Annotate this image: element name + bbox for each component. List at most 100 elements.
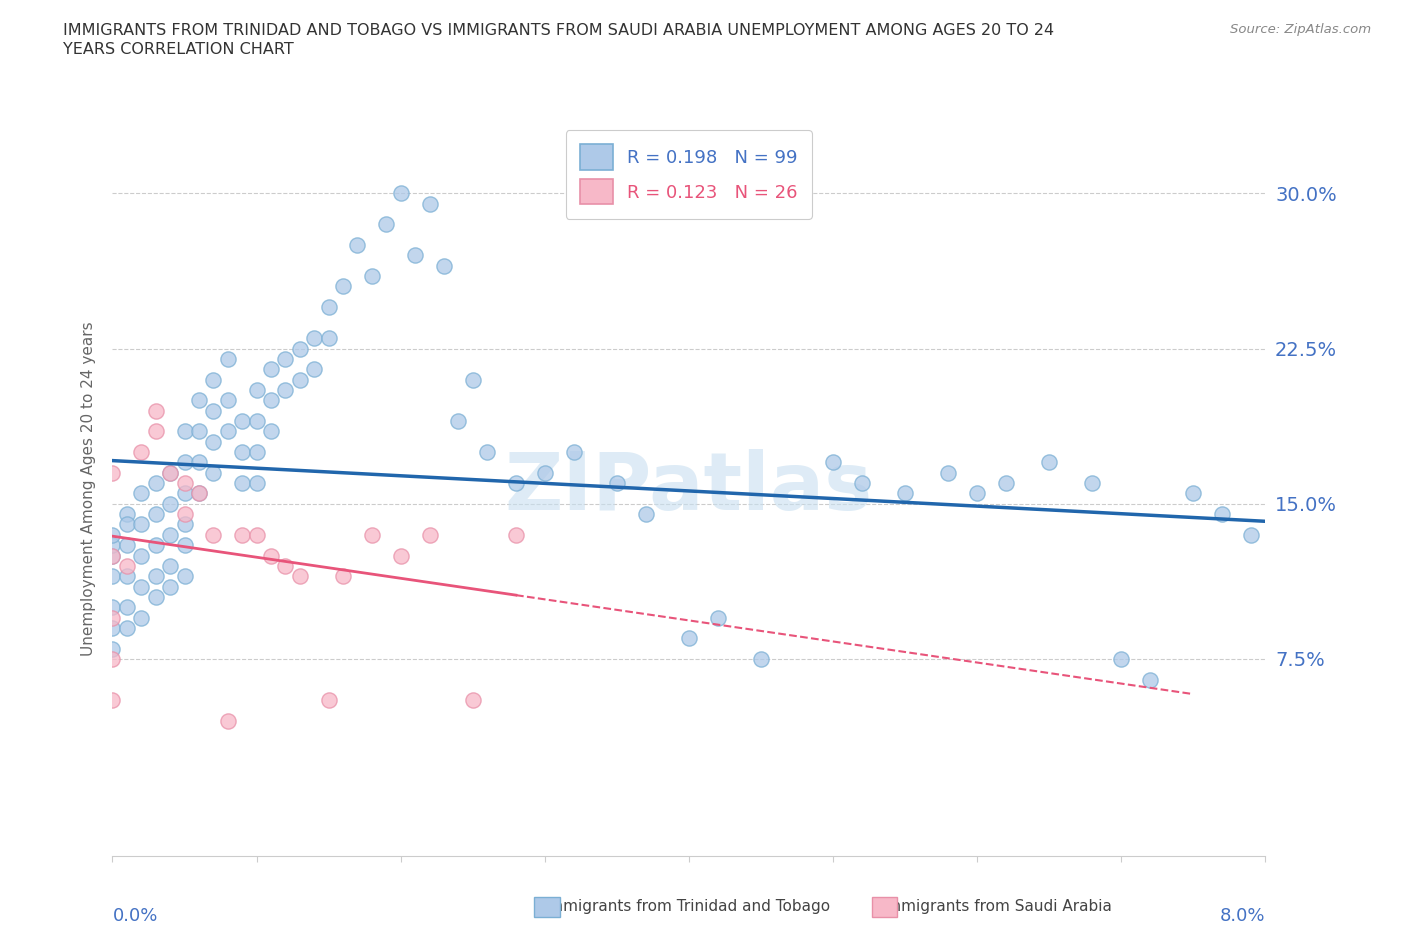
Point [115, 600, 138, 615]
Point [288, 341, 311, 356]
Point [231, 527, 253, 542]
Point [173, 475, 195, 490]
Point [447, 414, 470, 429]
Point [173, 486, 195, 501]
Point [246, 382, 269, 397]
Point [966, 486, 988, 501]
Point [304, 331, 326, 346]
Point [419, 196, 441, 211]
Point [101, 641, 124, 656]
Point [101, 465, 124, 480]
Point [332, 279, 354, 294]
Point [115, 538, 138, 552]
Point [375, 217, 398, 232]
Point [533, 465, 555, 480]
Point [101, 600, 124, 615]
Point [360, 527, 382, 542]
Text: YEARS CORRELATION CHART: YEARS CORRELATION CHART [63, 42, 294, 57]
Text: IMMIGRANTS FROM TRINIDAD AND TOBAGO VS IMMIGRANTS FROM SAUDI ARABIA UNEMPLOYMENT: IMMIGRANTS FROM TRINIDAD AND TOBAGO VS I… [63, 23, 1054, 38]
Point [260, 362, 283, 377]
Point [231, 475, 253, 490]
Point [188, 392, 211, 407]
Point [678, 631, 700, 645]
Point [461, 372, 484, 387]
Point [346, 238, 368, 253]
Point [217, 392, 239, 407]
Point [129, 486, 153, 501]
Point [246, 527, 269, 542]
Point [145, 590, 167, 604]
Point [246, 414, 269, 429]
Point [129, 548, 153, 563]
Point [274, 382, 297, 397]
Point [159, 558, 181, 573]
Point [288, 569, 311, 584]
Point [1081, 475, 1104, 490]
Point [288, 372, 311, 387]
Point [173, 424, 195, 439]
Point [101, 548, 124, 563]
Point [202, 372, 225, 387]
Point [749, 652, 772, 667]
Point [1398, 538, 1406, 552]
Point [1182, 486, 1205, 501]
Legend: R = 0.198   N = 99, R = 0.123   N = 26: R = 0.198 N = 99, R = 0.123 N = 26 [565, 130, 813, 219]
Point [231, 414, 253, 429]
Point [115, 620, 138, 635]
Point [404, 248, 426, 263]
Text: Source: ZipAtlas.com: Source: ZipAtlas.com [1230, 23, 1371, 36]
Point [894, 486, 917, 501]
Point [159, 527, 181, 542]
Point [217, 713, 239, 728]
Point [101, 538, 124, 552]
Point [304, 362, 326, 377]
Point [129, 610, 153, 625]
Point [389, 186, 412, 201]
Y-axis label: Unemployment Among Ages 20 to 24 years: Unemployment Among Ages 20 to 24 years [80, 321, 96, 656]
Point [1326, 672, 1348, 687]
Point [115, 507, 138, 522]
Point [173, 455, 195, 470]
Point [274, 558, 297, 573]
Point [318, 299, 340, 314]
Point [1240, 527, 1263, 542]
Point [101, 548, 124, 563]
Point [129, 579, 153, 594]
Point [217, 352, 239, 366]
Point [1369, 683, 1392, 698]
Point [101, 527, 124, 542]
Point [1111, 652, 1133, 667]
Text: Immigrants from Trinidad and Tobago: Immigrants from Trinidad and Tobago [534, 899, 831, 914]
Point [389, 548, 412, 563]
Point [821, 455, 844, 470]
Point [202, 465, 225, 480]
Point [173, 507, 195, 522]
Point [101, 652, 124, 667]
Point [634, 507, 657, 522]
Point [1139, 672, 1161, 687]
Point [145, 538, 167, 552]
Point [419, 527, 441, 542]
Text: Immigrants from Saudi Arabia: Immigrants from Saudi Arabia [872, 899, 1112, 914]
Point [461, 693, 484, 708]
Point [159, 497, 181, 512]
Point [332, 569, 354, 584]
Point [433, 259, 456, 273]
Point [246, 445, 269, 459]
Point [188, 486, 211, 501]
Point [606, 475, 628, 490]
Point [188, 486, 211, 501]
Point [202, 434, 225, 449]
Point [115, 569, 138, 584]
Text: 0.0%: 0.0% [112, 908, 157, 925]
Point [505, 475, 527, 490]
Point [260, 392, 283, 407]
Point [246, 475, 269, 490]
Point [129, 445, 153, 459]
Point [159, 465, 181, 480]
Point [938, 465, 960, 480]
Point [1282, 517, 1305, 532]
Point [145, 569, 167, 584]
Point [202, 527, 225, 542]
Point [145, 507, 167, 522]
